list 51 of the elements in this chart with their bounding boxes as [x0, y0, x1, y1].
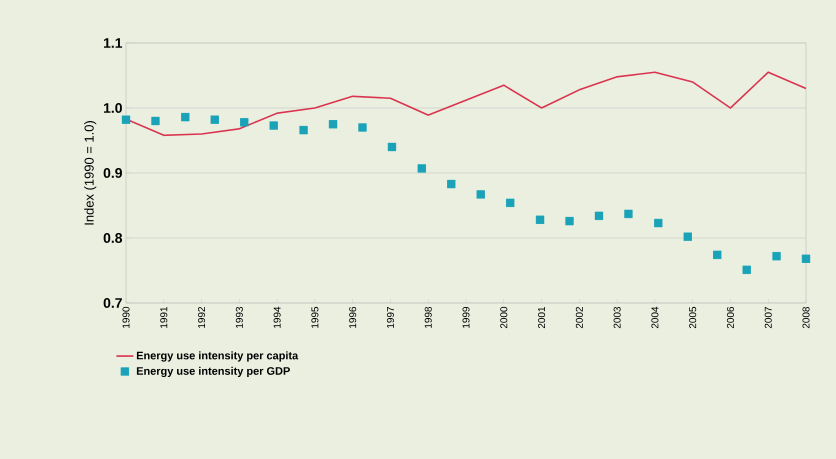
y-tick-label: 0.8 — [104, 233, 122, 243]
y-tick-label: 0.9 — [104, 168, 122, 178]
x-tick-label: 2004 — [651, 306, 658, 328]
x-tick-label: 1991 — [160, 306, 168, 328]
point — [684, 232, 692, 241]
x-tick-label: 2000 — [500, 306, 508, 328]
x-tick-label: 1994 — [274, 306, 281, 328]
x-tick-label: 1995 — [311, 306, 318, 328]
point — [594, 212, 604, 220]
point — [536, 216, 544, 224]
y-tick-label: 1.0 — [104, 103, 122, 113]
x-tick-label: 1993 — [236, 306, 243, 328]
point — [388, 142, 396, 152]
x-tick-label: 2006 — [726, 306, 734, 328]
point — [447, 180, 456, 188]
y-tick-label: 1.1 — [104, 38, 122, 48]
x-tick-label: 1998 — [424, 306, 432, 328]
point — [742, 266, 751, 274]
y-axis-title: Index (1990 = 1.0) — [84, 121, 96, 225]
point — [476, 190, 485, 199]
x-tick-label: 2003 — [614, 306, 621, 328]
x-tick-label: 2001 — [538, 306, 546, 328]
x-tick-label: 1996 — [349, 306, 356, 328]
legend-label: Energy use intensity per capita — [136, 351, 298, 362]
x-tick-label: 1999 — [462, 306, 470, 328]
point — [802, 254, 810, 263]
legend-label: Energy use intensity per GDP — [136, 366, 290, 378]
point — [772, 252, 781, 260]
x-tick-label: 2007 — [764, 307, 772, 328]
point — [122, 116, 130, 124]
x-tick-label: 2008 — [802, 306, 810, 328]
point — [506, 198, 514, 208]
point — [328, 120, 338, 128]
x-tick-label: 1990 — [122, 306, 130, 328]
point — [624, 210, 633, 218]
x-tick-label: 1992 — [198, 307, 206, 328]
point — [418, 164, 426, 173]
point — [181, 112, 190, 122]
x-tick-label: 2005 — [689, 306, 696, 328]
point — [299, 126, 308, 134]
point — [270, 121, 278, 130]
point — [151, 116, 160, 126]
point — [240, 118, 248, 126]
x-tick-label: 1997 — [386, 307, 394, 328]
point — [565, 216, 574, 226]
x-tick-label: 2002 — [576, 307, 583, 328]
point — [713, 250, 722, 260]
point — [210, 116, 219, 124]
point — [654, 218, 662, 228]
point — [358, 123, 367, 132]
y-tick-label: 0.7 — [104, 298, 122, 308]
